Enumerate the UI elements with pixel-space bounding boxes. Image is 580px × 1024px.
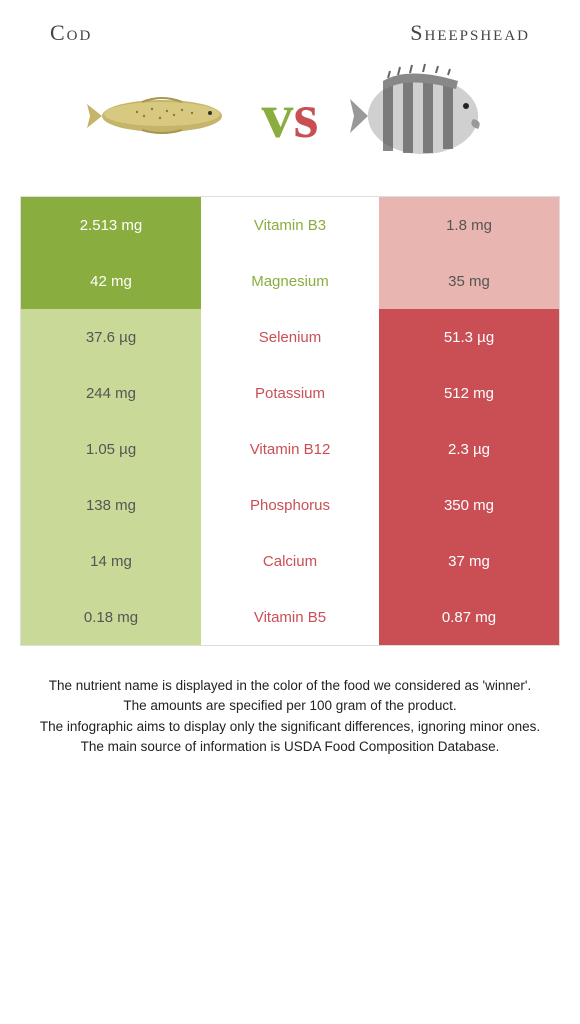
vs-label: vs bbox=[262, 79, 319, 153]
cod-image bbox=[82, 66, 242, 166]
right-value: 35 mg bbox=[379, 253, 559, 309]
vs-s: s bbox=[294, 80, 319, 151]
left-value: 37.6 µg bbox=[21, 309, 201, 365]
right-value: 1.8 mg bbox=[379, 197, 559, 253]
nutrient-name: Vitamin B5 bbox=[201, 589, 379, 645]
left-value: 0.18 mg bbox=[21, 589, 201, 645]
table-row: 0.18 mgVitamin B50.87 mg bbox=[21, 589, 559, 645]
left-value: 1.05 µg bbox=[21, 421, 201, 477]
left-value: 2.513 mg bbox=[21, 197, 201, 253]
sheepshead-image bbox=[338, 66, 498, 166]
table-row: 37.6 µgSelenium51.3 µg bbox=[21, 309, 559, 365]
nutrient-name: Phosphorus bbox=[201, 477, 379, 533]
nutrient-name: Selenium bbox=[201, 309, 379, 365]
nutrient-name: Vitamin B3 bbox=[201, 197, 379, 253]
left-value: 42 mg bbox=[21, 253, 201, 309]
footer-line-2: The amounts are specified per 100 gram o… bbox=[20, 696, 560, 716]
vs-v: v bbox=[262, 80, 294, 151]
right-value: 51.3 µg bbox=[379, 309, 559, 365]
table-row: 1.05 µgVitamin B122.3 µg bbox=[21, 421, 559, 477]
nutrient-name: Vitamin B12 bbox=[201, 421, 379, 477]
footer-line-4: The main source of information is USDA F… bbox=[20, 737, 560, 757]
table-row: 244 mgPotassium512 mg bbox=[21, 365, 559, 421]
right-value: 0.87 mg bbox=[379, 589, 559, 645]
table-row: 14 mgCalcium37 mg bbox=[21, 533, 559, 589]
footer-line-3: The infographic aims to display only the… bbox=[20, 717, 560, 737]
left-value: 244 mg bbox=[21, 365, 201, 421]
nutrient-name: Calcium bbox=[201, 533, 379, 589]
right-title: Sheepshead bbox=[410, 20, 530, 46]
table-row: 138 mgPhosphorus350 mg bbox=[21, 477, 559, 533]
right-value: 350 mg bbox=[379, 477, 559, 533]
vs-row: vs bbox=[0, 56, 580, 196]
nutrient-table: 2.513 mgVitamin B31.8 mg42 mgMagnesium35… bbox=[20, 196, 560, 646]
left-value: 14 mg bbox=[21, 533, 201, 589]
table-row: 42 mgMagnesium35 mg bbox=[21, 253, 559, 309]
left-value: 138 mg bbox=[21, 477, 201, 533]
right-value: 2.3 µg bbox=[379, 421, 559, 477]
footer: The nutrient name is displayed in the co… bbox=[20, 676, 560, 757]
nutrient-name: Potassium bbox=[201, 365, 379, 421]
table-row: 2.513 mgVitamin B31.8 mg bbox=[21, 197, 559, 253]
nutrient-name: Magnesium bbox=[201, 253, 379, 309]
footer-line-1: The nutrient name is displayed in the co… bbox=[20, 676, 560, 696]
left-title: Cod bbox=[50, 20, 92, 46]
right-value: 512 mg bbox=[379, 365, 559, 421]
right-value: 37 mg bbox=[379, 533, 559, 589]
